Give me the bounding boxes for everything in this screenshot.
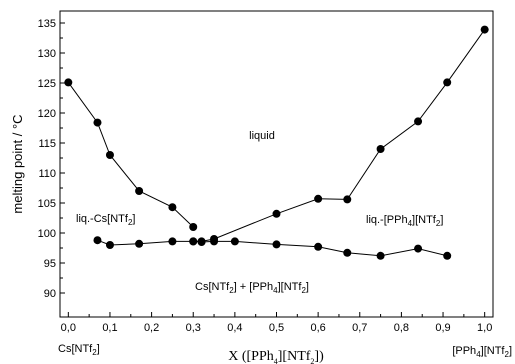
data-point	[480, 25, 489, 34]
data-point	[314, 242, 323, 251]
data-point	[314, 194, 323, 203]
series-line-1	[67, 82, 194, 228]
y-axis-title: melting point / °C	[10, 114, 25, 213]
data-point	[189, 237, 198, 246]
region-label-liquid: liquid	[249, 130, 275, 142]
x-tick-label: 0,7	[352, 322, 367, 334]
data-point	[64, 78, 73, 87]
data-point	[443, 78, 452, 87]
y-tick-label: 120	[38, 108, 56, 120]
data-point	[414, 117, 423, 126]
region-label-liq-cs: liq.-Cs[NTf2]	[76, 213, 135, 227]
y-tick-label: 110	[38, 168, 56, 180]
data-point	[105, 241, 114, 249]
x-tick-label: 0,3	[186, 322, 201, 334]
data-point	[343, 195, 352, 204]
series-line-3	[97, 239, 448, 257]
x-tick-label: 0,6	[310, 322, 325, 334]
y-tick-label: 135	[38, 18, 56, 30]
x-axis-title: X ([PPh4][NTf2])	[228, 349, 324, 364]
x-tick-label: 0,5	[269, 322, 284, 334]
y-tick-label: 95	[44, 258, 56, 270]
data-point	[135, 239, 144, 248]
x-end-label-right: [PPh4][NTf2]	[452, 345, 512, 359]
series-lines	[67, 29, 486, 257]
data-point	[93, 118, 102, 127]
data-point	[230, 237, 239, 246]
series-line-2	[193, 29, 486, 242]
y-tick-label: 125	[38, 78, 56, 90]
y-axis-ticks: 90 95 100 105 110 115 120 125 130 135	[38, 18, 65, 300]
data-point	[197, 238, 206, 246]
region-label-solid: Cs[NTf2] + [PPh4][NTf2]	[195, 281, 309, 295]
data-point	[189, 223, 198, 231]
series-points	[64, 25, 489, 260]
x-tick-label: 0,4	[227, 322, 242, 334]
data-point	[376, 145, 385, 153]
data-point	[376, 251, 385, 260]
data-point	[272, 240, 281, 249]
data-point	[105, 151, 114, 159]
data-point	[168, 203, 177, 212]
x-tick-label: 0,0	[61, 322, 76, 334]
data-point	[272, 209, 281, 218]
x-tick-label: 1,0	[477, 322, 492, 334]
data-point	[210, 237, 219, 246]
x-tick-label: 0,8	[394, 322, 409, 334]
x-end-label-left: Cs[NTf2]	[58, 343, 100, 357]
y-tick-label: 130	[38, 48, 56, 60]
x-tick-label: 0,2	[144, 322, 159, 334]
x-tick-label: 0,9	[435, 322, 450, 334]
data-point	[168, 237, 177, 246]
data-point	[93, 236, 102, 245]
y-tick-label: 90	[44, 288, 56, 300]
data-point	[343, 248, 352, 257]
x-axis-ticks: 0,0 0,1 0,2 0,3 0,4 0,5 0,6 0,7 0,8 0,9 1,0	[61, 312, 492, 334]
data-point	[414, 244, 423, 253]
y-tick-label: 105	[38, 198, 56, 210]
y-tick-label: 100	[38, 228, 56, 240]
region-label-liq-pph4: liq.-[PPh4][NTf2]	[366, 214, 443, 228]
plot-frame	[59, 10, 494, 318]
data-point	[443, 251, 452, 260]
x-tick-label: 0,1	[102, 322, 117, 334]
data-point	[135, 187, 144, 195]
y-tick-label: 115	[38, 138, 56, 150]
